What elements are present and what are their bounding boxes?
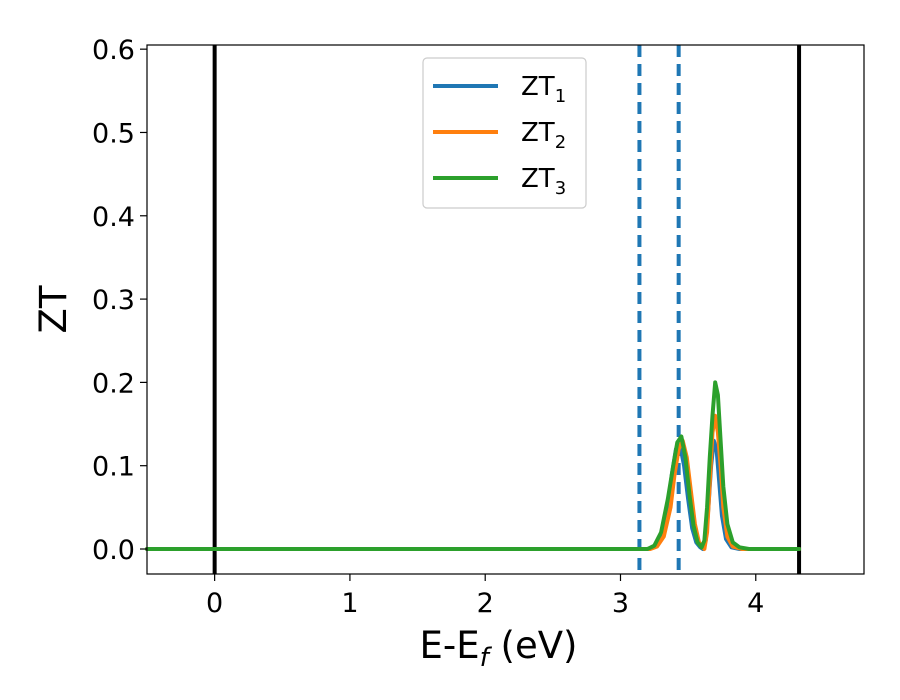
reference-lines xyxy=(212,45,802,574)
x-tick-label: 2 xyxy=(477,588,494,619)
y-tick-label: 0.1 xyxy=(92,452,135,483)
y-axis-label: ZT xyxy=(32,285,75,333)
legend-label-3: ZT3 xyxy=(521,164,566,199)
y-tick-label: 0.2 xyxy=(92,368,135,399)
series-layer xyxy=(145,380,802,552)
y-axis-ticks: 0.0 0.1 0.2 0.3 0.4 0.5 0.6 xyxy=(92,35,147,566)
x-axis-label: E-Ef (eV) xyxy=(420,624,578,673)
x-tick-label: 4 xyxy=(747,588,764,619)
y-tick-label: 0.4 xyxy=(92,202,135,233)
series-line-3 xyxy=(145,380,802,552)
legend: ZT1 ZT2 ZT3 xyxy=(422,57,587,209)
x-tick-label: 3 xyxy=(612,588,629,619)
axis-labels: E-Ef (eV) ZT xyxy=(32,285,577,673)
x-tick-label: 0 xyxy=(206,588,223,619)
y-tick-label: 0.5 xyxy=(92,118,135,149)
y-tick-label: 0.3 xyxy=(92,285,135,316)
legend-box xyxy=(422,57,587,209)
legend-label-1: ZT1 xyxy=(521,72,566,107)
plot-frame xyxy=(146,44,865,575)
legend-label-2: ZT2 xyxy=(521,118,566,153)
y-tick-label: 0.0 xyxy=(92,535,135,566)
x-axis-ticks: 0 1 2 3 4 xyxy=(206,574,764,619)
x-tick-label: 1 xyxy=(341,588,358,619)
y-tick-label: 0.6 xyxy=(92,35,135,66)
